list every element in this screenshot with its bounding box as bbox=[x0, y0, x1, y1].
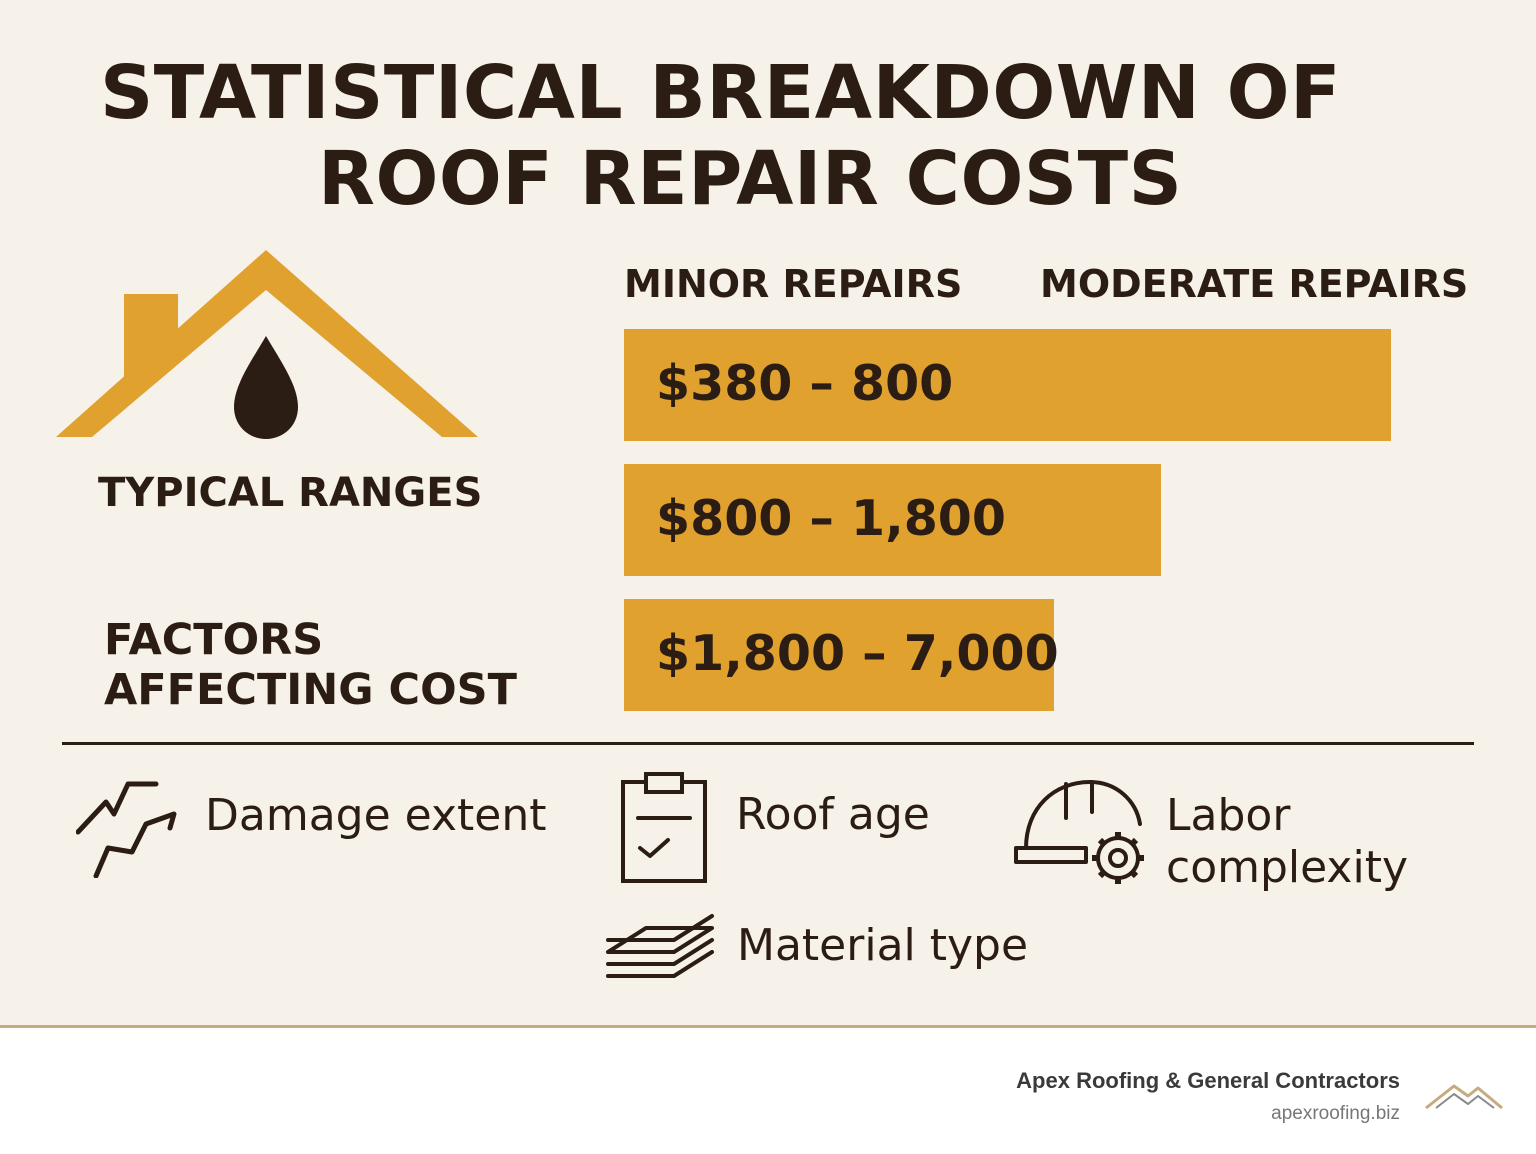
range-bar-3: $1,800 – 7,000 bbox=[624, 599, 1059, 711]
factor-labor-line-2: complexity bbox=[1166, 842, 1408, 893]
company-url[interactable]: apexroofing.biz bbox=[1271, 1103, 1400, 1124]
company-name: Apex Roofing & General Contractors bbox=[1016, 1068, 1400, 1093]
factor-material-type: Material type bbox=[737, 920, 1029, 971]
mountain-logo-icon bbox=[1425, 1084, 1503, 1110]
column-header-minor: MINOR REPAIRS bbox=[624, 262, 963, 306]
section-divider bbox=[62, 742, 1474, 745]
stacked-layers-icon bbox=[606, 914, 714, 978]
clipboard-check-icon bbox=[621, 772, 707, 883]
house-chimney-shape bbox=[124, 294, 178, 378]
range-bar-3-label: $1,800 – 7,000 bbox=[656, 625, 1059, 682]
range-bar-1-label: $380 – 800 bbox=[656, 355, 954, 412]
factors-affecting-cost-label: FACTORS AFFECTING COST bbox=[104, 615, 517, 715]
house-roof-shape bbox=[56, 250, 478, 437]
factor-labor-line-1: Labor bbox=[1166, 790, 1291, 841]
range-bar-2-label: $800 – 1,800 bbox=[656, 490, 1006, 547]
crack-icon bbox=[76, 781, 177, 878]
factor-damage-extent: Damage extent bbox=[205, 790, 547, 841]
factors-line-2: AFFECTING COST bbox=[104, 665, 517, 715]
factor-roof-age: Roof age bbox=[736, 789, 930, 840]
typical-ranges-label: TYPICAL RANGES bbox=[98, 470, 483, 516]
house-with-water-drop-icon bbox=[56, 250, 478, 439]
title-line-2: ROOF REPAIR COSTS bbox=[318, 136, 1183, 222]
range-bar-1: $380 – 800 bbox=[624, 329, 1391, 441]
factor-labor-complexity: Labor complexity bbox=[1166, 790, 1408, 894]
footer-bar: Apex Roofing & General Contractors apexr… bbox=[0, 1025, 1536, 1154]
title-line-1: STATISTICAL BREAKDOWN OF bbox=[100, 50, 1342, 136]
range-bar-2: $800 – 1,800 bbox=[624, 464, 1161, 576]
water-drop-shape bbox=[234, 336, 298, 439]
column-header-moderate: MODERATE REPAIRS bbox=[1040, 262, 1469, 306]
infographic-panel: STATISTICAL BREAKDOWN OF ROOF REPAIR COS… bbox=[56, 50, 1474, 978]
factors-line-1: FACTORS bbox=[104, 615, 324, 665]
hardhat-gear-icon bbox=[1014, 779, 1144, 884]
